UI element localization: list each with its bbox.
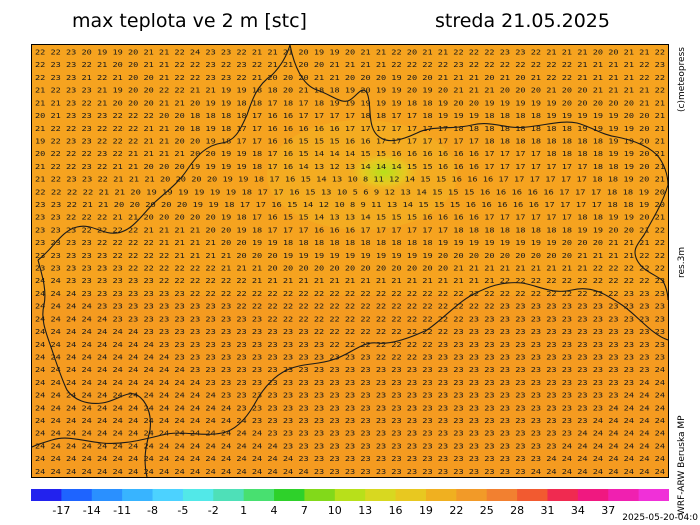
grid-row: 21 22 22 23 22 22 22 21 21 20 18 19 18 1… bbox=[35, 125, 665, 133]
map-title: max teplota ve 2 m [stc] bbox=[72, 10, 307, 32]
legend-swatch bbox=[304, 489, 336, 501]
legend-swatch bbox=[638, 489, 669, 501]
grid-row: 24 24 24 24 24 24 24 24 24 24 24 24 24 2… bbox=[35, 404, 665, 412]
grid-row: 24 24 24 24 24 23 23 23 23 23 23 23 23 2… bbox=[35, 315, 665, 323]
grid-row: 21 22 23 23 22 21 21 21 20 20 20 20 19 1… bbox=[35, 176, 665, 184]
model-label: WRF-ARW Beruska MP bbox=[677, 415, 687, 515]
country-border bbox=[634, 184, 668, 301]
legend-swatch bbox=[122, 489, 154, 501]
legend-swatch bbox=[608, 489, 640, 501]
legend-swatch bbox=[456, 489, 488, 501]
grid-row: 23 23 22 22 22 21 21 20 20 20 20 20 19 1… bbox=[35, 214, 665, 222]
legend-tick-label: 7 bbox=[300, 504, 308, 517]
legend-tick-label: 4 bbox=[270, 504, 278, 517]
grid-row: 24 24 23 23 23 23 23 23 22 22 22 22 22 2… bbox=[35, 277, 665, 285]
map-date: streda 21.05.2025 bbox=[435, 10, 610, 32]
grid-row: 24 24 24 24 24 24 24 24 24 24 24 24 23 2… bbox=[35, 392, 665, 400]
legend-swatch bbox=[334, 489, 366, 501]
grid-row: 24 24 24 24 24 24 24 24 24 24 23 23 23 2… bbox=[35, 366, 665, 374]
grid-row: 24 24 24 23 23 23 23 23 23 23 22 22 22 2… bbox=[35, 290, 665, 298]
legend-tick-label: 25 bbox=[479, 504, 494, 517]
legend-tick-label: 22 bbox=[449, 504, 464, 517]
run-timestamp: 2025-05-20-04:0 bbox=[622, 513, 698, 523]
temperature-grid: 22 22 23 20 19 19 20 21 21 22 24 23 23 2… bbox=[32, 45, 668, 477]
color-legend-bar bbox=[31, 489, 669, 501]
copyright-label: (c)meteopress bbox=[677, 47, 687, 112]
grid-row: 24 24 24 24 24 24 24 24 24 24 24 24 24 2… bbox=[35, 442, 665, 450]
grid-row: 24 24 24 24 24 24 24 24 24 23 23 23 23 2… bbox=[35, 353, 665, 361]
legend-tick-label: 16 bbox=[388, 504, 403, 517]
country-border bbox=[32, 282, 668, 448]
legend-tick-label: 28 bbox=[510, 504, 525, 517]
warm-band bbox=[32, 295, 668, 477]
legend-swatch bbox=[365, 489, 397, 501]
grid-row: 24 24 24 24 24 24 24 24 24 24 24 24 24 2… bbox=[35, 455, 665, 463]
legend-tick-label: -5 bbox=[177, 504, 189, 517]
legend-swatch bbox=[152, 489, 184, 501]
country-border bbox=[289, 45, 668, 186]
legend-tick-label: 13 bbox=[358, 504, 373, 517]
resolution-label: res.3m bbox=[677, 246, 687, 278]
legend-tick-label: 34 bbox=[570, 504, 585, 517]
legend-swatch bbox=[274, 489, 305, 501]
legend-swatch bbox=[547, 489, 579, 501]
legend-swatch bbox=[61, 489, 93, 501]
grid-row: 24 24 24 24 24 24 24 24 23 23 23 23 23 2… bbox=[35, 341, 665, 349]
legend-swatch bbox=[182, 489, 214, 501]
country-border bbox=[37, 45, 291, 261]
grid-row: 24 24 24 24 24 24 24 24 24 24 24 24 24 2… bbox=[35, 417, 665, 425]
legend-swatch bbox=[577, 489, 609, 501]
grid-row: 22 22 22 22 21 21 20 19 19 19 19 19 19 1… bbox=[35, 188, 665, 196]
grid-row: 24 24 24 24 24 24 24 23 23 23 23 23 23 2… bbox=[35, 328, 665, 336]
grid-row: 24 24 24 24 23 23 23 23 23 23 23 23 23 2… bbox=[35, 303, 665, 311]
grid-row: 22 23 23 21 22 21 20 20 21 22 22 23 23 2… bbox=[35, 74, 665, 82]
grid-row: 23 23 23 22 22 22 22 21 21 21 21 20 20 1… bbox=[35, 226, 665, 234]
grid-row: 22 22 23 20 19 19 20 21 21 22 24 23 23 2… bbox=[35, 49, 665, 57]
grid-row: 24 24 24 24 24 24 24 24 24 24 24 24 24 2… bbox=[35, 430, 665, 438]
grid-row: 24 24 24 24 24 24 24 24 24 24 24 24 24 2… bbox=[35, 468, 665, 476]
color-legend-ticks: -17 -14 -11 -8 -5 -2 1 4 7 10 13 16 19 22 25 28 31 34 37 bbox=[31, 504, 669, 518]
legend-tick-label: -8 bbox=[147, 504, 158, 517]
legend-tick-label: -17 bbox=[52, 504, 71, 517]
legend-tick-label: 31 bbox=[540, 504, 555, 517]
grid-row: 23 23 23 23 23 22 22 22 22 21 21 21 21 2… bbox=[35, 252, 665, 260]
grid-row: 23 23 23 23 22 22 22 22 21 21 21 21 20 2… bbox=[35, 239, 665, 247]
grid-values: 22 22 23 20 19 19 20 21 21 22 24 23 23 2… bbox=[35, 49, 665, 476]
temperature-map: 22 22 23 20 19 19 20 21 21 22 24 23 23 2… bbox=[31, 44, 669, 478]
grid-row: 24 24 24 24 24 24 24 24 24 24 24 23 23 2… bbox=[35, 379, 665, 387]
grid-row: 20 21 23 23 23 22 22 22 20 20 18 18 18 1… bbox=[35, 112, 665, 120]
legend-tick-label: 1 bbox=[240, 504, 248, 517]
legend-swatch bbox=[395, 489, 427, 501]
region-border bbox=[37, 259, 151, 477]
grid-row: 22 23 23 22 21 20 20 21 21 22 22 23 22 2… bbox=[35, 61, 665, 69]
legend-swatch bbox=[243, 489, 275, 501]
border-lines bbox=[32, 45, 668, 477]
legend-swatch bbox=[517, 489, 548, 501]
legend-tick-label: 10 bbox=[327, 504, 342, 517]
cold-core bbox=[344, 150, 424, 194]
legend-swatch bbox=[91, 489, 123, 501]
grid-row: 21 21 23 22 21 20 20 20 21 21 20 19 19 1… bbox=[35, 99, 665, 107]
legend-swatch bbox=[31, 489, 62, 501]
legend-swatch bbox=[425, 489, 457, 501]
grid-row: 21 22 22 23 22 21 21 20 20 20 19 19 19 1… bbox=[35, 163, 665, 171]
legend-tick-label: 37 bbox=[601, 504, 616, 517]
grid-row: 19 22 23 23 22 22 22 21 21 20 20 19 18 1… bbox=[35, 137, 665, 145]
grid-row: 23 23 22 21 21 20 20 20 20 20 19 19 18 1… bbox=[35, 201, 665, 209]
legend-swatch bbox=[213, 489, 245, 501]
legend-tick-label: -11 bbox=[113, 504, 132, 517]
legend-swatch bbox=[486, 489, 518, 501]
grid-row: 20 22 22 22 23 22 21 21 21 21 20 20 19 1… bbox=[35, 150, 665, 158]
legend-tick-label: 19 bbox=[418, 504, 433, 517]
legend-tick-label: -2 bbox=[207, 504, 219, 517]
grid-row: 21 22 23 23 21 19 20 20 22 22 21 21 19 1… bbox=[35, 87, 665, 95]
grid-row: 23 23 23 23 23 23 22 22 22 22 22 22 21 2… bbox=[35, 265, 665, 273]
legend-tick-label: -14 bbox=[82, 504, 101, 517]
